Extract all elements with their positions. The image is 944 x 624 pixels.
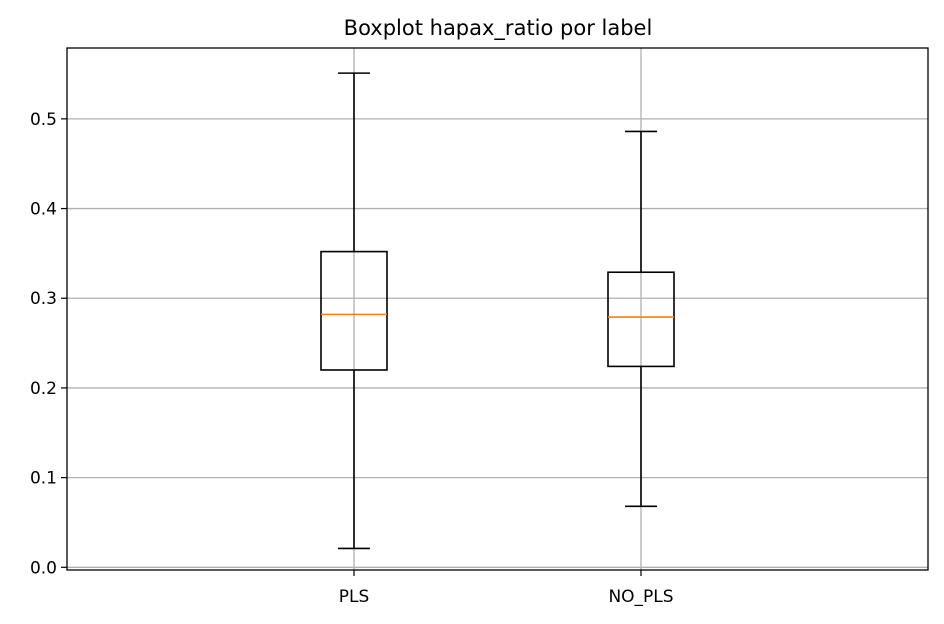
y-tick-label: 0.0 (30, 558, 57, 578)
y-tick-label: 0.4 (30, 200, 57, 220)
grid-lines (67, 48, 928, 570)
axes: 0.0 0.1 0.2 0.3 0.4 0.5 PLS NO_PLS (30, 47, 929, 607)
box-layer (320, 72, 675, 550)
y-tick-label: 0.3 (30, 289, 57, 309)
box-pls (320, 72, 388, 550)
y-tick-label: 0.2 (30, 379, 57, 399)
iqr-box (320, 250, 388, 371)
y-tick-label: 0.5 (30, 110, 57, 130)
x-tick-label: NO_PLS (608, 587, 673, 607)
x-tick-label: PLS (339, 587, 370, 607)
box-no-pls (607, 130, 675, 508)
plot-frame (66, 47, 929, 571)
chart-title: Boxplot hapax_ratio por label (344, 16, 653, 41)
y-tick-label: 0.1 (30, 469, 57, 489)
iqr-box (607, 271, 675, 368)
